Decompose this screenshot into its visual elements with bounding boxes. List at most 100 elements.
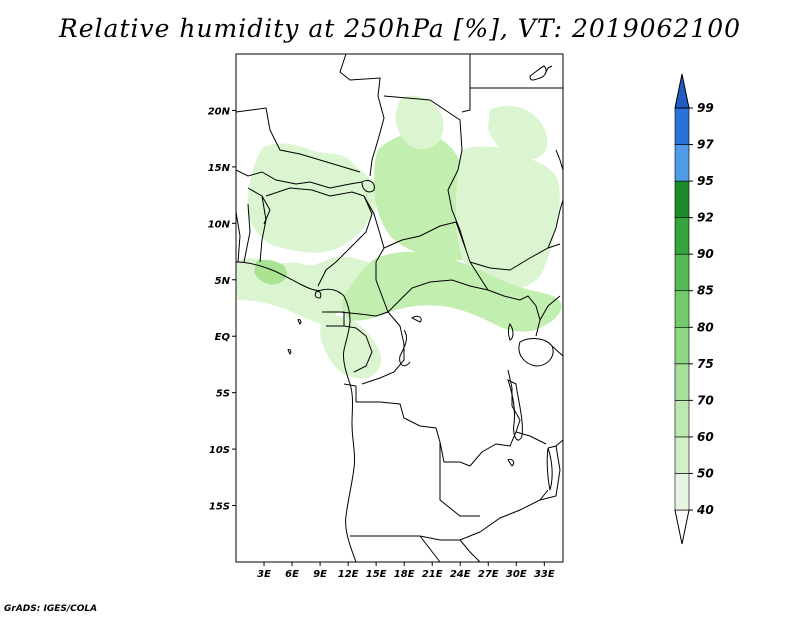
border-red-sea-coast	[529, 65, 547, 81]
humidity-region-gabon	[320, 315, 382, 379]
chart-title: Relative humidity at 250hPa [%], VT: 201…	[58, 14, 742, 43]
border-sudan-eritrea	[555, 149, 564, 171]
lon-tick-label: 30E	[506, 569, 527, 580]
border-zambia-mozambique	[539, 445, 561, 501]
legend-level-label: 80	[697, 320, 714, 334]
legend-swatch	[674, 326, 690, 365]
border-mali-niger	[235, 169, 363, 189]
border-car-cameroon	[375, 262, 389, 313]
border-cabinda	[343, 383, 357, 402]
humidity-shading	[237, 95, 562, 379]
colorbar-legend: 40 50 60 70 75 80 85 90 92 95 97 99	[674, 73, 714, 545]
lon-tick-label: 18E	[394, 569, 415, 580]
border-libya-niger	[369, 95, 385, 177]
lake-victoria	[518, 338, 554, 367]
border-libya-algeria	[339, 53, 381, 97]
legend-level-label: 95	[697, 174, 714, 188]
island-bioko	[314, 291, 322, 299]
legend-level-label: 97	[697, 138, 714, 152]
lake-chad	[361, 179, 375, 193]
legend-swatch	[674, 217, 690, 255]
legend-level-label: 75	[697, 357, 714, 371]
lon-tick-label: 15E	[366, 569, 387, 580]
lat-tick-label: 5N	[215, 276, 231, 287]
island-sao-tome	[297, 319, 302, 325]
border-nigeria-cameroon	[317, 195, 373, 287]
lon-tick-label: 33E	[534, 569, 555, 580]
humidity-region-north	[395, 95, 444, 150]
border-namibia-south	[459, 539, 481, 563]
legend-swatch	[674, 436, 690, 474]
lat-tick-label: EQ	[215, 332, 231, 343]
lon-tick-label: 24E	[450, 569, 471, 580]
humidity-region-sahel	[247, 143, 379, 253]
border-congo-drc	[361, 311, 405, 385]
border-tanzania-zambia	[515, 431, 547, 445]
border-drc-zambia	[469, 405, 521, 467]
lake-tanganyika	[507, 379, 523, 441]
lat-tick-label: 10N	[208, 219, 231, 230]
coastlines-and-borders	[235, 53, 564, 563]
legend-level-label: 90	[697, 247, 714, 261]
legend-swatch	[674, 363, 690, 401]
legend-swatch	[674, 400, 690, 438]
border-algeria-niger	[235, 107, 361, 173]
humidity-region-ne	[488, 105, 548, 160]
lake-tumba	[411, 315, 422, 323]
border-nigeria-west	[259, 195, 267, 263]
border-botswana	[419, 535, 441, 563]
lon-tick-label: 3E	[257, 569, 271, 580]
island-annobon	[287, 349, 292, 355]
longitude-axis: 3E 6E 9E 12E 15E 18E 21E 24E 27E 30E 33E	[257, 562, 555, 580]
legend-level-label: 60	[697, 430, 714, 444]
lat-tick-label: 15N	[208, 163, 231, 174]
border-chad-cameroon	[363, 195, 385, 263]
legend-level-label: 92	[697, 211, 714, 225]
lon-tick-label: 21E	[422, 569, 443, 580]
lake-albert	[508, 323, 514, 341]
legend-lower-arrow	[674, 509, 690, 545]
legend-swatch	[674, 473, 690, 511]
lon-tick-label: 27E	[478, 569, 499, 580]
border-ethiopia-sudan	[547, 199, 564, 249]
border-zambia-angola	[439, 442, 480, 517]
legend-level-label: 85	[697, 284, 714, 298]
border-chad-car	[383, 221, 467, 251]
coastline-gulf-guinea	[235, 261, 357, 563]
border-ghana	[235, 211, 241, 263]
map-frame	[235, 53, 564, 563]
lat-tick-label: 10S	[209, 445, 230, 456]
grads-credit: GrADS: IGES/COLA	[4, 604, 98, 614]
border-uganda-kenya	[539, 295, 561, 321]
legend-swatch	[674, 107, 690, 145]
legend-swatch	[674, 180, 690, 218]
border-drc-angola	[356, 401, 471, 467]
lake-malawi	[546, 447, 553, 491]
lon-tick-label: 12E	[338, 569, 359, 580]
latitude-axis: 20N 15N 10N 5N EQ 5S 10S 15S	[208, 106, 236, 513]
legend-upper-arrow	[674, 73, 690, 109]
legend-level-label: 50	[697, 466, 714, 480]
lake-mweru	[507, 459, 515, 467]
border-angola-namibia	[350, 531, 481, 541]
legend-level-label: 40	[696, 503, 714, 517]
legend-swatch	[674, 253, 690, 292]
legend-level-label: 70	[697, 393, 714, 407]
lat-tick-label: 15S	[209, 502, 230, 513]
border-libya-chad	[383, 95, 463, 151]
border-nigeria-niger	[265, 187, 365, 197]
border-equatorial-guinea	[322, 311, 345, 327]
border-sudan-southsudan	[469, 243, 561, 271]
lon-tick-label: 9E	[313, 569, 327, 580]
legend-swatch	[674, 290, 690, 328]
border-benin-togo	[243, 203, 251, 263]
border-drc-tanzania	[507, 369, 513, 406]
border-egypt-libya	[461, 54, 471, 113]
humidity-region-central	[342, 251, 562, 332]
legend-swatch	[674, 144, 690, 182]
border-zambia-zimbabwe	[479, 489, 549, 533]
border-car-congo	[387, 279, 489, 313]
border-car-southsudan	[469, 261, 489, 291]
lat-tick-label: 20N	[208, 106, 231, 117]
